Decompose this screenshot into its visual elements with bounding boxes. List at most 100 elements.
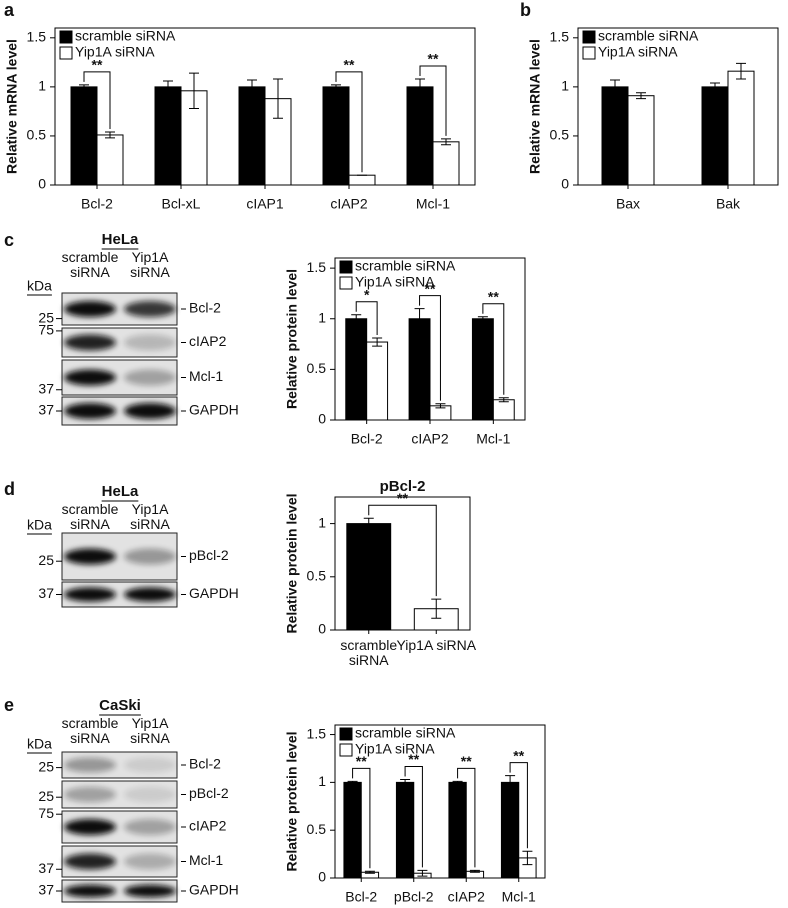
- y-tick-label: 0: [318, 411, 326, 427]
- y-axis-label: Relative protein level: [284, 493, 300, 633]
- error-bar: [79, 84, 89, 90]
- y-tick-label: 0: [561, 176, 569, 192]
- bar: [432, 141, 460, 186]
- band-label: cIAP2: [189, 818, 227, 834]
- legend-label: scramble siRNA: [355, 258, 456, 274]
- bar: [395, 781, 415, 879]
- panel-label: d: [4, 479, 15, 499]
- y-tick-label: 1.5: [550, 29, 570, 45]
- marker-label: 25: [38, 309, 54, 325]
- blot-band: [124, 853, 176, 870]
- y-tick-label: 0: [38, 176, 46, 192]
- blot-band: [124, 884, 176, 898]
- x-tick-label: scramble siRNA: [340, 637, 398, 668]
- marker-label: 75: [38, 805, 54, 821]
- x-tick-label: Bak: [716, 196, 741, 212]
- error-bar: [417, 869, 428, 877]
- band-label: GAPDH: [189, 882, 239, 898]
- bar: [601, 86, 629, 186]
- x-tick-label: Bcl-xL: [162, 196, 201, 212]
- legend-label: Yip1A siRNA: [355, 741, 435, 757]
- lane-label: scramble siRNA: [61, 501, 119, 532]
- legend-label: scramble siRNA: [75, 28, 176, 44]
- y-tick-label: 1: [318, 309, 326, 325]
- error-bar: [105, 131, 115, 139]
- error-bar: [498, 397, 509, 403]
- x-tick-label: cIAP1: [246, 196, 284, 212]
- band-label: cIAP2: [189, 333, 227, 349]
- significance-bracket: [419, 65, 447, 136]
- bar: [627, 95, 655, 186]
- plot-frame: [334, 724, 546, 879]
- significance-label: *: [364, 286, 370, 302]
- error-bar: [364, 870, 375, 874]
- lane-label: scramble siRNA: [61, 249, 119, 280]
- blot-band: [64, 786, 116, 803]
- marker-label: 25: [38, 552, 54, 568]
- significance-label: **: [428, 51, 439, 67]
- band-label: pBcl-2: [189, 785, 229, 801]
- error-bar: [477, 316, 488, 322]
- x-tick-label: Yip1A siRNA: [396, 637, 477, 653]
- band-label: Mcl-1: [189, 368, 223, 384]
- error-bar: [414, 308, 425, 330]
- bar: [448, 781, 467, 879]
- x-tick-label: cIAP2: [411, 431, 449, 447]
- panel-label: c: [4, 230, 14, 250]
- y-tick-label: 0.5: [307, 821, 327, 837]
- bar: [408, 318, 431, 421]
- panel-label: a: [4, 0, 15, 20]
- error-bar: [610, 79, 620, 95]
- band-label: Mcl-1: [189, 852, 223, 868]
- x-tick-label: Mcl-1: [502, 889, 536, 905]
- significance-bracket: [419, 295, 441, 401]
- legend-swatch: [59, 30, 73, 44]
- legend-label: Yip1A siRNA: [75, 44, 155, 60]
- legend-swatch: [339, 727, 353, 741]
- significance-bracket: [368, 504, 437, 597]
- lane-label: Yip1A siRNA: [130, 715, 170, 746]
- panel-label: b: [520, 0, 531, 20]
- marker-label: 37: [38, 402, 54, 418]
- y-tick-label: 1: [38, 78, 46, 94]
- significance-label: **: [513, 747, 524, 763]
- significance-bracket: [83, 71, 111, 130]
- error-bar: [247, 79, 257, 95]
- error-bar: [400, 779, 411, 786]
- bar: [96, 134, 124, 186]
- band-label: pBcl-2: [189, 547, 229, 563]
- blot-band: [64, 301, 116, 317]
- legend-label: Yip1A siRNA: [355, 274, 435, 290]
- blot-band: [124, 587, 176, 602]
- blot-band: [124, 334, 176, 351]
- legend-label: scramble siRNA: [355, 725, 456, 741]
- blot-band: [64, 403, 116, 419]
- blot-band: [64, 548, 116, 565]
- y-tick-label: 1.5: [27, 29, 47, 45]
- band-label: Bcl-2: [189, 300, 221, 316]
- bar: [238, 86, 266, 186]
- bar: [346, 523, 392, 631]
- error-bar: [469, 869, 480, 873]
- bar: [154, 86, 182, 186]
- bar: [366, 341, 389, 421]
- error-bar: [351, 314, 362, 324]
- error-bar: [736, 62, 746, 80]
- significance-label: **: [92, 57, 103, 73]
- significance-label: **: [397, 490, 408, 506]
- y-tick-label: 0: [318, 869, 326, 885]
- lane-label: Yip1A siRNA: [130, 501, 170, 532]
- marker-label: 37: [38, 860, 54, 876]
- y-axis-label: Relative mRNA level: [527, 39, 543, 174]
- kda-label: kDa: [27, 517, 52, 533]
- legend-swatch: [582, 30, 596, 44]
- bar: [727, 70, 755, 186]
- blot-band: [64, 757, 116, 773]
- error-bar: [415, 78, 425, 96]
- cell-line-label: HeLa: [102, 483, 139, 500]
- x-tick-label: cIAP2: [330, 196, 368, 212]
- significance-label: **: [461, 753, 472, 769]
- error-bar: [522, 850, 533, 866]
- y-tick-label: 1: [318, 514, 326, 530]
- plot-frame: [334, 496, 471, 631]
